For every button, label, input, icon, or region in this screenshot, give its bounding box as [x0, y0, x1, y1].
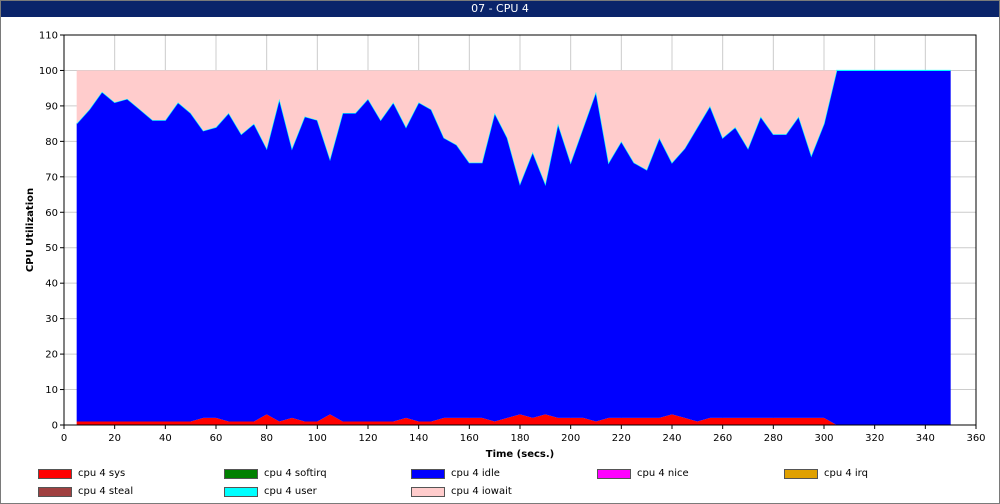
x-tick-label: 340: [916, 433, 935, 444]
x-axis-label: Time (secs.): [486, 449, 555, 460]
legend-swatch: [38, 487, 72, 497]
legend-label: cpu 4 softirq: [264, 468, 327, 479]
x-tick-label: 160: [460, 433, 479, 444]
y-tick-label: 10: [45, 385, 58, 396]
area-cpu-4-idle: [76, 70, 951, 425]
y-tick-label: 90: [45, 101, 58, 112]
x-tick-label: 360: [966, 433, 985, 444]
legend-label: cpu 4 sys: [78, 468, 126, 479]
legend-label: cpu 4 nice: [637, 468, 689, 479]
y-tick-label: 80: [45, 137, 58, 148]
x-tick-label: 220: [612, 433, 631, 444]
area-cpu-4-iowait: [76, 70, 951, 184]
legend-swatch: [411, 487, 445, 497]
x-tick-label: 100: [308, 433, 327, 444]
chart-legend: cpu 4 sys cpu 4 softirq cpu 4 idle cpu 4 ni…: [0, 462, 1000, 502]
legend-label: cpu 4 idle: [451, 468, 500, 479]
x-tick-label: 120: [358, 433, 377, 444]
x-tick-label: 200: [561, 433, 580, 444]
y-tick-label: 40: [45, 279, 58, 290]
legend-label: cpu 4 irq: [824, 468, 868, 479]
y-tick-label: 110: [39, 31, 58, 42]
x-tick-label: 40: [159, 433, 172, 444]
y-tick-label: 20: [45, 350, 58, 361]
legend-swatch: [224, 487, 258, 497]
x-tick-label: 0: [61, 433, 67, 444]
area-cpu-4-sys: [76, 414, 951, 425]
y-tick-label: 70: [45, 172, 58, 183]
y-tick-label: 30: [45, 314, 58, 325]
legend-label: cpu 4 steal: [78, 486, 134, 497]
y-axis-label: CPU Utilization: [25, 188, 36, 272]
legend-swatch: [38, 469, 72, 479]
y-tick-label: 50: [45, 243, 58, 254]
y-tick-label: 60: [45, 208, 58, 219]
legend-label: cpu 4 user: [264, 486, 317, 497]
window-title: 07 - CPU 4: [1, 1, 999, 17]
y-tick-label: 0: [52, 421, 58, 432]
cpu-chart: 0 20 40 60 80 100 120 140 160 180 200 220 240 260 280 3…: [25, 31, 986, 461]
x-tick-label: 280: [764, 433, 783, 444]
legend-swatch: [784, 469, 818, 479]
x-tick-label: 300: [814, 433, 833, 444]
x-tick-label: 60: [210, 433, 223, 444]
x-tick-label: 180: [510, 433, 529, 444]
x-tick-label: 20: [108, 433, 121, 444]
stacked-areas: [76, 69, 951, 425]
legend-swatch: [411, 469, 445, 479]
x-tick-label: 260: [713, 433, 732, 444]
legend-swatch: [224, 469, 258, 479]
legend-label: cpu 4 iowait: [451, 486, 512, 497]
axes: 0 20 40 60 80 100 120 140 160 180 200 220 240 260 280 3…: [39, 31, 986, 445]
x-tick-label: 140: [409, 433, 428, 444]
x-tick-label: 240: [662, 433, 681, 444]
legend-swatch: [597, 469, 631, 479]
x-tick-label: 80: [260, 433, 273, 444]
y-tick-label: 100: [39, 66, 58, 77]
x-tick-label: 320: [865, 433, 884, 444]
